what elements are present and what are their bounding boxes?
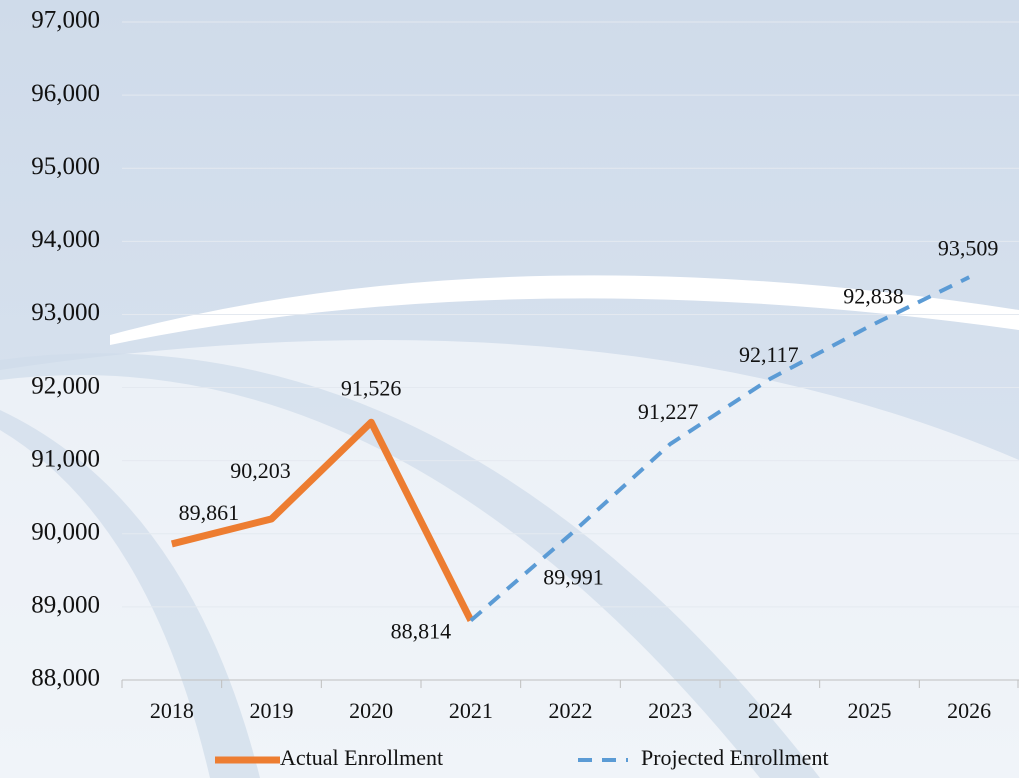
data-label: 89,991 (543, 564, 604, 589)
data-label: 90,203 (230, 458, 291, 483)
y-tick-label: 91,000 (31, 445, 100, 472)
y-tick-label: 92,000 (31, 372, 100, 399)
x-tick-label: 2020 (349, 698, 393, 723)
data-label: 88,814 (391, 619, 452, 644)
x-tick-label: 2019 (250, 698, 294, 723)
y-tick-label: 96,000 (31, 80, 100, 107)
data-label: 93,509 (938, 235, 999, 260)
data-label: 91,526 (341, 375, 402, 400)
y-tick-label: 93,000 (31, 299, 100, 326)
data-label: 89,861 (179, 500, 240, 525)
x-tick-label: 2025 (848, 698, 892, 723)
data-label: 91,227 (638, 399, 699, 424)
data-label: 92,117 (739, 342, 799, 367)
x-tick-label: 2024 (748, 698, 792, 723)
y-tick-label: 90,000 (31, 519, 100, 546)
legend-label: Projected Enrollment (641, 745, 829, 770)
data-label: 92,838 (843, 283, 904, 308)
y-tick-label: 88,000 (31, 665, 100, 692)
x-tick-label: 2022 (549, 698, 593, 723)
y-tick-label: 94,000 (31, 226, 100, 253)
x-tick-label: 2018 (150, 698, 194, 723)
legend-label: Actual Enrollment (280, 745, 443, 770)
y-tick-label: 89,000 (31, 592, 100, 619)
chart: 88,000 89,000 90,000 91,000 92,000 93,000 94,0… (0, 0, 1019, 778)
y-tick-label: 95,000 (31, 153, 100, 180)
x-tick-label: 2026 (947, 698, 991, 723)
x-tick-label: 2021 (449, 698, 493, 723)
y-tick-label: 97,000 (31, 7, 100, 34)
x-tick-label: 2023 (648, 698, 692, 723)
